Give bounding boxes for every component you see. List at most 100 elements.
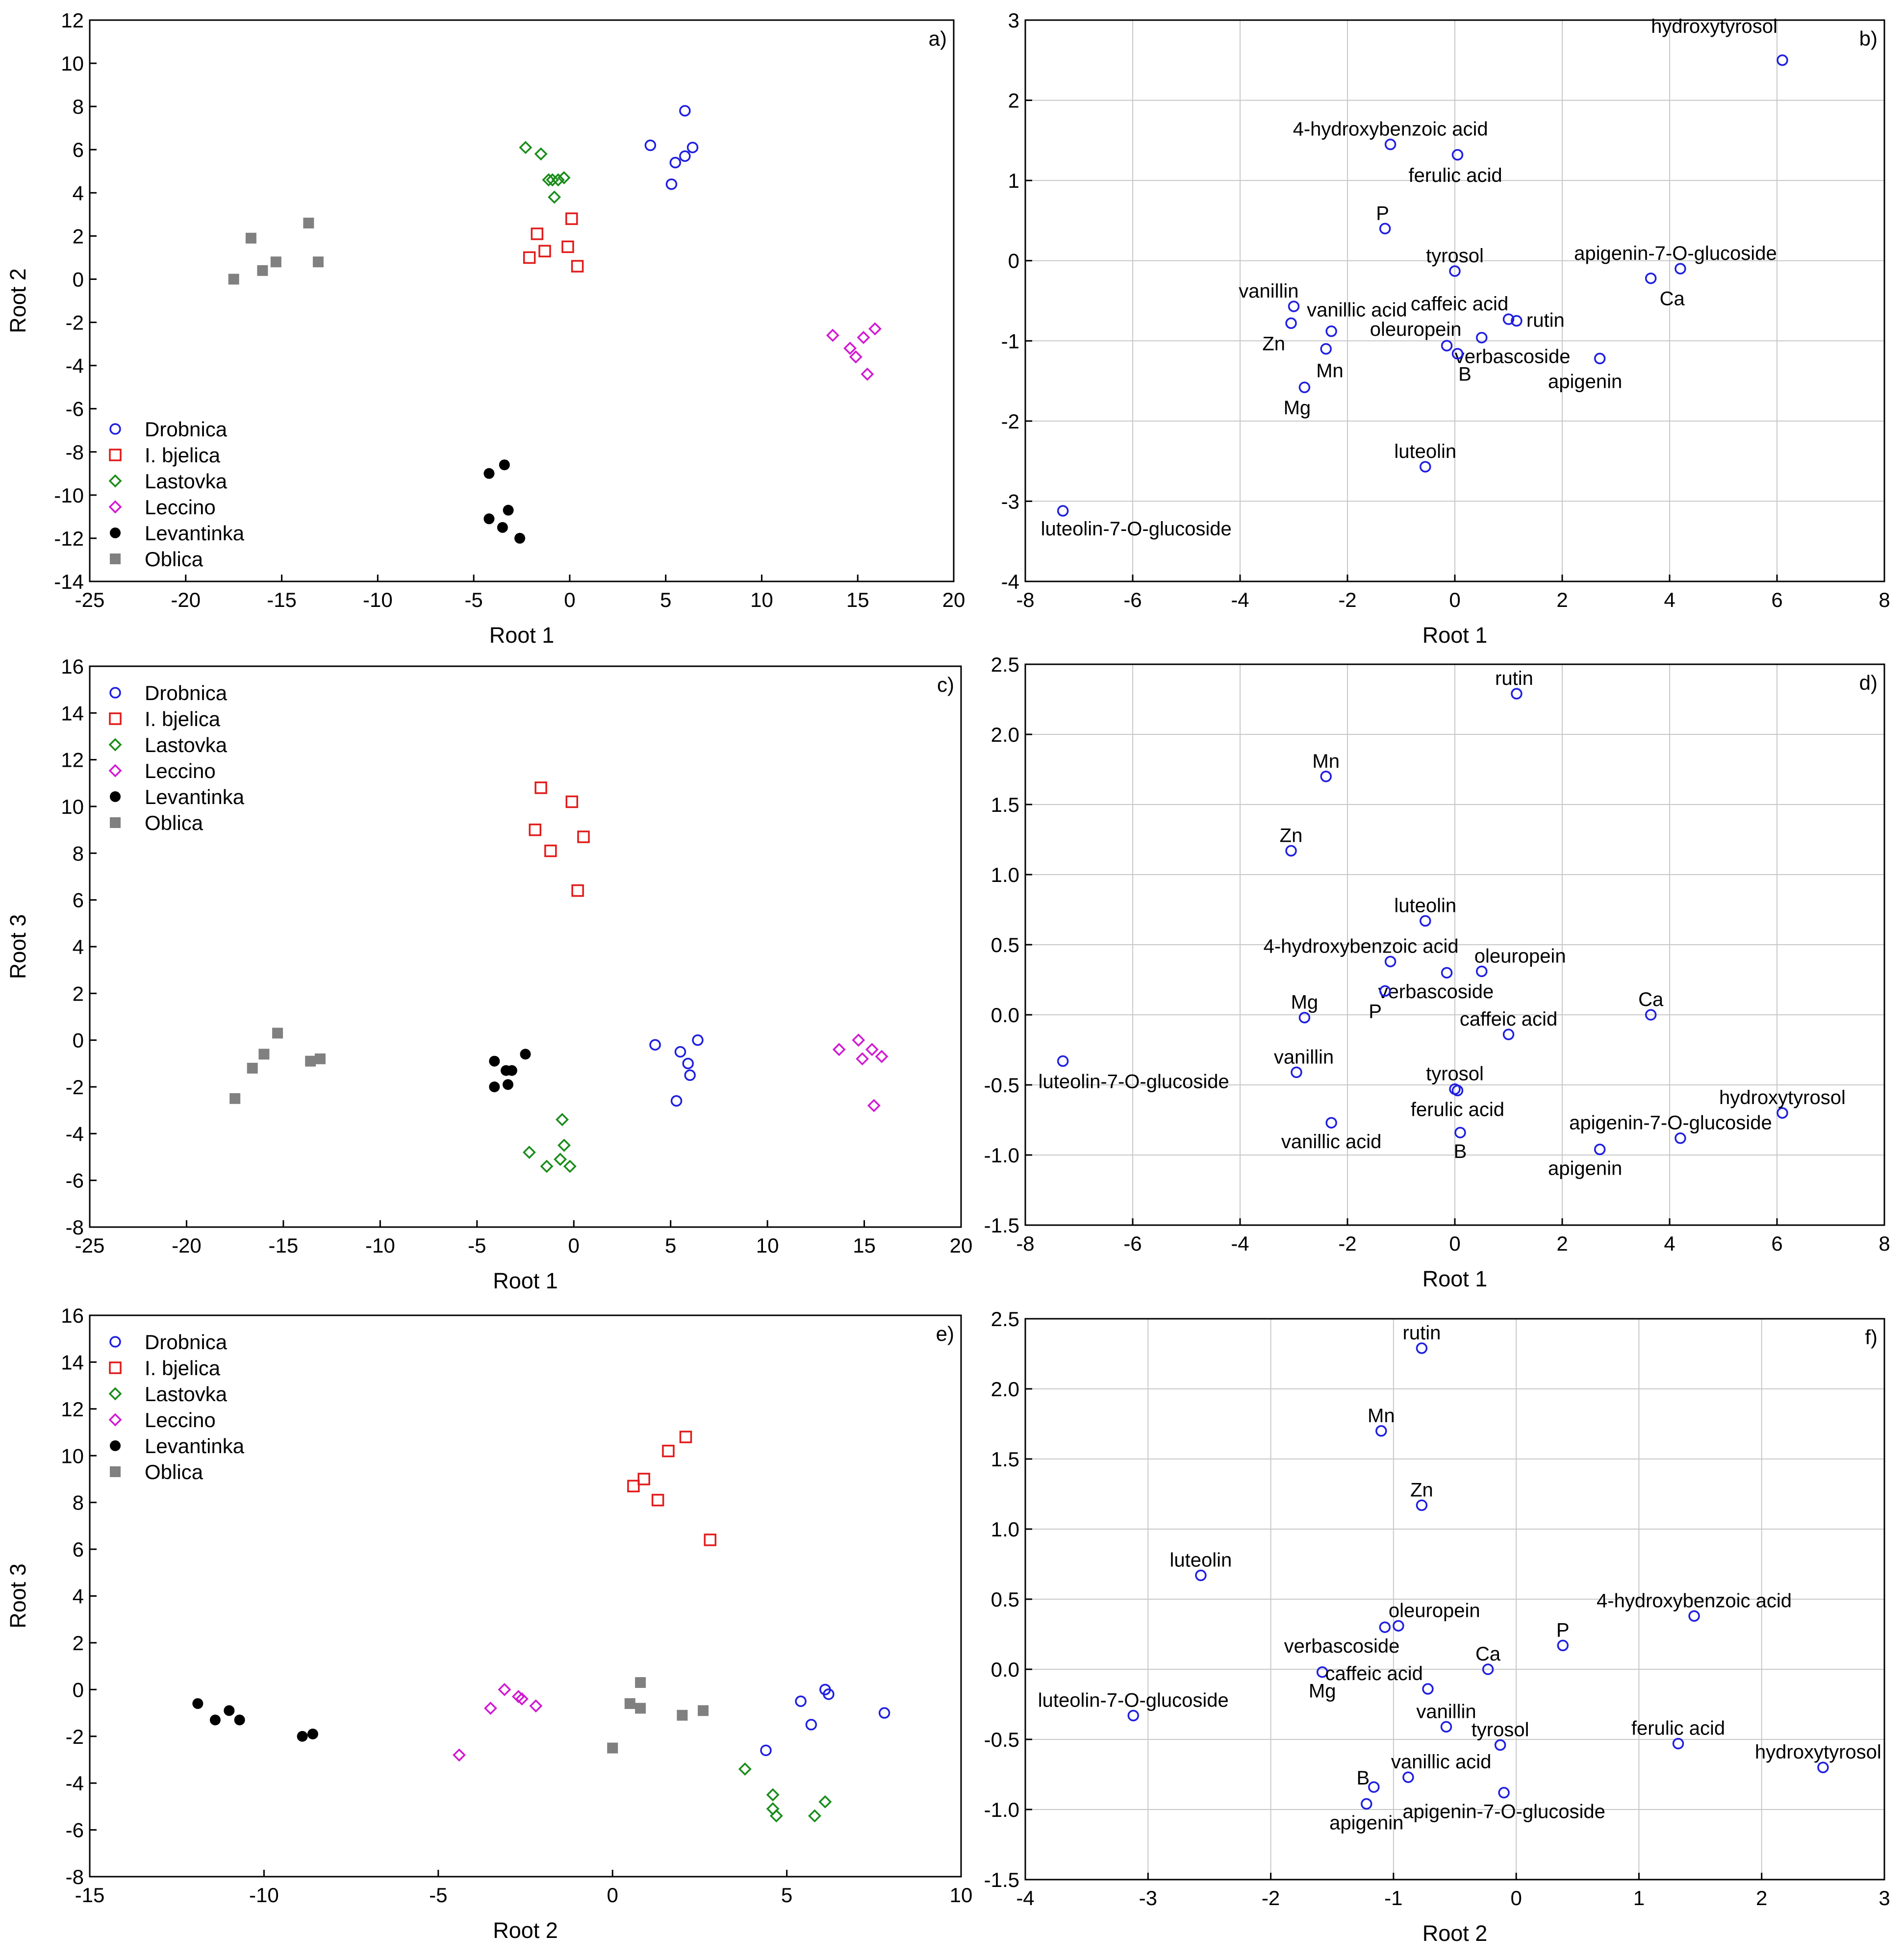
data-point <box>1645 1009 1657 1021</box>
x-tick-label: -10 <box>363 588 393 611</box>
x-axis-title: Root 1 <box>1422 1266 1488 1291</box>
y-tick-label: 0.0 <box>991 1004 1019 1027</box>
data-point <box>498 1683 511 1696</box>
data-point <box>1361 1798 1372 1810</box>
point-label: caffeic acid <box>1460 1008 1557 1030</box>
data-point <box>1420 915 1431 927</box>
x-tick-label: -3 <box>1139 1886 1157 1910</box>
y-tick-label: 14 <box>61 1351 84 1374</box>
y-tick-label: 6 <box>73 889 84 912</box>
data-point <box>483 468 495 479</box>
data-point <box>544 844 557 857</box>
x-tick-label: 4 <box>1664 588 1675 611</box>
data-point <box>795 1695 807 1707</box>
legend-label: Levantinka <box>145 522 245 545</box>
y-tick-label: -1.0 <box>984 1798 1019 1821</box>
y-tick-label: 1.5 <box>991 793 1019 816</box>
series-i-bjelica <box>627 1431 716 1546</box>
point-label: vanillic acid <box>1281 1131 1382 1153</box>
x-tick-label: 0 <box>607 1884 618 1907</box>
point-label: Zn <box>1410 1479 1433 1501</box>
y-tick-label: 1.0 <box>991 1518 1019 1541</box>
point-label: P <box>1556 1619 1570 1641</box>
data-point <box>624 1698 635 1709</box>
y-tick-label: 0 <box>73 268 84 291</box>
point-label: apigenin-7-O-glucoside <box>1569 1112 1772 1134</box>
data-point <box>692 1034 704 1046</box>
data-point <box>868 322 882 336</box>
legend-marker <box>109 423 121 435</box>
x-tick-label: -6 <box>1123 588 1142 611</box>
plot-frame <box>89 19 955 582</box>
data-point <box>556 1113 569 1127</box>
data-point <box>489 1081 500 1092</box>
data-point <box>234 1714 245 1726</box>
legend-marker <box>109 449 122 461</box>
legend-label: Drobnica <box>145 681 228 704</box>
x-tick-label: 6 <box>1771 588 1782 611</box>
y-tick-label: 2.0 <box>991 723 1019 746</box>
data-point <box>1195 1569 1207 1582</box>
panel-label: f) <box>1865 1326 1878 1349</box>
point-label: apigenin-7-O-glucoside <box>1574 243 1777 264</box>
point-label: apigenin <box>1329 1812 1403 1834</box>
x-axis-title: Root 1 <box>1422 623 1488 648</box>
x-tick-label: 0 <box>1510 1886 1522 1910</box>
point-label: verbascoside <box>1378 981 1494 1003</box>
panel-5: -15 -10 -5 0 5 10 -8 -6 -4 -2 0 2 4 6 8 10 12 14 16 Root 2 R… <box>5 1304 972 1943</box>
x-tick-label: -10 <box>365 1234 395 1257</box>
data-point <box>1375 1425 1387 1437</box>
series-drobnica <box>649 1034 704 1107</box>
y-tick-label: 8 <box>73 842 84 865</box>
y-tick-label: 0.5 <box>991 933 1019 956</box>
y-tick-label: 1 <box>1008 169 1019 192</box>
data-point <box>272 1028 283 1039</box>
x-tick-label: 15 <box>846 588 869 611</box>
legend-label: Lastovka <box>145 1382 228 1406</box>
data-point <box>1441 340 1453 352</box>
point-label: ferulic acid <box>1408 165 1502 186</box>
y-tick-label: 12 <box>61 9 84 32</box>
data-point <box>823 1688 835 1700</box>
data-point <box>571 260 584 273</box>
data-point <box>1476 331 1488 344</box>
data-point <box>542 173 556 187</box>
data-point <box>644 139 657 151</box>
data-point <box>224 1705 235 1716</box>
data-point <box>635 1703 646 1714</box>
data-point <box>229 1093 241 1104</box>
data-point <box>305 1055 316 1067</box>
y-axis-title: Root 3 <box>5 1563 30 1629</box>
data-point <box>577 830 590 843</box>
legend-label: I. bjelica <box>145 1357 221 1380</box>
data-point <box>832 1043 846 1056</box>
data-point <box>534 781 547 794</box>
legend-marker <box>108 1413 122 1427</box>
data-point <box>565 795 579 808</box>
data-point <box>665 178 678 190</box>
data-point <box>769 1809 783 1823</box>
series-levantinka <box>489 1049 531 1092</box>
x-tick-label: -4 <box>1231 1232 1249 1255</box>
data-point <box>1594 352 1606 365</box>
data-point <box>1320 343 1332 355</box>
y-tick-label: 12 <box>61 749 84 772</box>
data-point <box>483 513 495 525</box>
y-tick-label: 10 <box>61 795 84 818</box>
point-label: verbascoside <box>1455 346 1571 368</box>
point-label: caffeic acid <box>1411 293 1508 315</box>
data-point <box>548 190 561 204</box>
data-point <box>1127 1709 1140 1722</box>
data-point <box>1057 505 1069 517</box>
data-point <box>1285 845 1297 857</box>
data-point <box>1420 461 1431 473</box>
data-point <box>1368 1781 1380 1793</box>
data-point <box>452 1748 466 1762</box>
y-tick-label: -6 <box>66 1169 84 1192</box>
legend-marker <box>110 817 121 828</box>
point-label: luteolin-7-O-glucoside <box>1041 518 1232 540</box>
legend-label: Drobnica <box>145 418 228 441</box>
